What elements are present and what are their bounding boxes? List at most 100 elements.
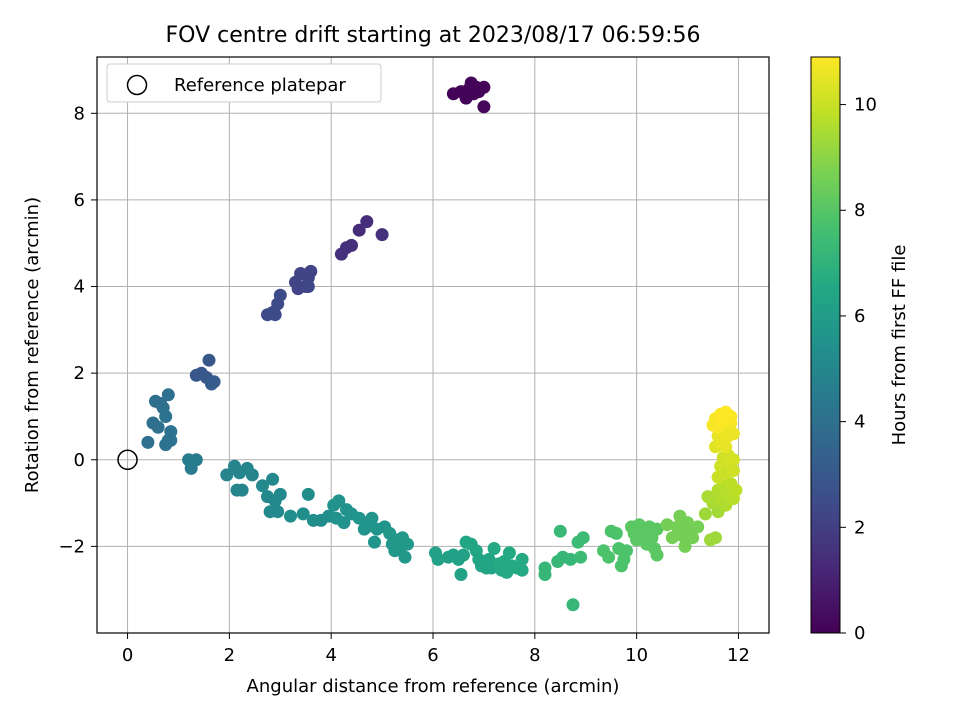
scatter-point	[553, 524, 567, 538]
scatter-point	[602, 550, 616, 564]
x-axis-ticks: 0 2 4 6 8 10 12	[122, 633, 750, 666]
x-tick-label: 4	[325, 645, 336, 666]
scatter-point	[609, 526, 623, 540]
x-tick-label: 2	[224, 645, 235, 666]
scatter-point	[686, 531, 700, 545]
legend: Reference platepar	[106, 63, 382, 103]
scatter-point	[515, 563, 529, 577]
y-tick-label: 6	[74, 190, 85, 211]
scatter-point	[566, 598, 580, 612]
scatter-point	[368, 535, 381, 549]
scatter-point	[337, 516, 351, 530]
scatter-point	[245, 468, 259, 482]
scatter-point	[724, 410, 738, 423]
legend-box	[106, 63, 382, 103]
scatter-point	[352, 223, 366, 237]
grid-lines	[97, 57, 769, 633]
scatter-point	[477, 80, 491, 94]
scatter-point	[304, 264, 318, 278]
scatter-point	[360, 215, 374, 229]
colorbar: 0 2 4 6 8 10 Hours from first FF file	[810, 56, 910, 644]
scatter-point	[502, 546, 516, 560]
scatter-point	[189, 453, 203, 467]
scatter-point	[620, 544, 633, 558]
scatter-point	[660, 518, 674, 532]
y-tick-label: 0	[74, 450, 85, 471]
scatter-point	[726, 427, 740, 441]
colorbar-ticks: 0 2 4 6 8 10	[840, 95, 877, 644]
scatter-point	[574, 550, 588, 564]
y-tick-label: 8	[74, 103, 85, 124]
colorbar-tick-label: 8	[854, 200, 865, 221]
scatter-point	[296, 507, 310, 521]
scatter-point	[235, 483, 249, 497]
scatter-point	[273, 288, 287, 302]
x-tick-label: 0	[122, 645, 133, 666]
scatter-point	[576, 531, 590, 545]
scatter-point	[401, 537, 414, 551]
scatter-point	[398, 550, 412, 564]
x-tick-label: 6	[427, 645, 438, 666]
scatter-point	[457, 548, 470, 562]
scatter-point	[301, 280, 315, 293]
scatter-point	[431, 552, 445, 566]
scatter-point	[726, 453, 740, 467]
y-axis-label: Rotation from reference (arcmin)	[22, 197, 43, 493]
x-tick-label: 8	[529, 645, 540, 666]
scatter-point	[678, 539, 692, 553]
colorbar-label: Hours from first FF file	[889, 245, 910, 446]
scatter-point	[273, 487, 287, 501]
scatter-point	[726, 464, 740, 478]
scatter-point	[375, 228, 389, 242]
scatter-point	[650, 522, 664, 536]
x-axis-label: Angular distance from reference (arcmin)	[247, 676, 620, 697]
colorbar-tick-label: 0	[854, 623, 865, 644]
scatter-point	[352, 511, 366, 525]
legend-entry-label: Reference platepar	[174, 75, 346, 96]
scatter-point	[650, 548, 664, 562]
y-tick-label: 4	[74, 277, 85, 298]
scatter-point	[365, 511, 379, 525]
scatter-point	[665, 531, 679, 545]
colorbar-tick-label: 2	[854, 517, 865, 538]
chart-title: FOV centre drift starting at 2023/08/17 …	[166, 23, 701, 48]
scatter-point	[454, 568, 468, 581]
scatter-point	[719, 440, 733, 454]
scatter-point	[691, 520, 705, 534]
colorbar-tick-label: 6	[854, 306, 865, 327]
colorbar-tick-label: 10	[854, 95, 877, 116]
scatter-point	[202, 353, 216, 367]
y-axis-ticks: −2 0 2 4 6 8	[58, 103, 97, 557]
scatter-point	[256, 479, 269, 493]
scatter-point	[271, 505, 285, 519]
scatter-point	[220, 468, 234, 482]
x-tick-label: 12	[727, 645, 750, 666]
scatter-point	[268, 308, 282, 322]
scatter-point	[207, 375, 221, 389]
scatter-point	[284, 509, 297, 523]
legend-marker	[126, 74, 148, 96]
scatter-point	[709, 531, 722, 545]
scatter-point	[477, 100, 491, 114]
scatter-point	[301, 487, 315, 501]
scatter-point	[698, 507, 712, 521]
colorbar-gradient	[810, 56, 841, 634]
y-tick-label: 2	[74, 363, 85, 384]
scatter-point	[345, 238, 358, 252]
colorbar-tick-label: 4	[854, 412, 865, 433]
reference-point-marker	[117, 449, 138, 471]
y-tick-label: −2	[58, 536, 85, 557]
x-tick-label: 10	[625, 645, 648, 666]
scatter-point	[164, 433, 178, 447]
scatter-point	[729, 483, 743, 497]
data-points	[141, 76, 743, 612]
scatter-point	[266, 472, 280, 486]
scatter-point	[538, 568, 552, 581]
scatter-point	[564, 552, 577, 566]
scatter-point	[151, 420, 165, 434]
scatter-point	[159, 410, 173, 423]
scatter-point	[141, 435, 155, 449]
scatter-point	[332, 494, 346, 508]
scatter-point	[161, 388, 175, 402]
